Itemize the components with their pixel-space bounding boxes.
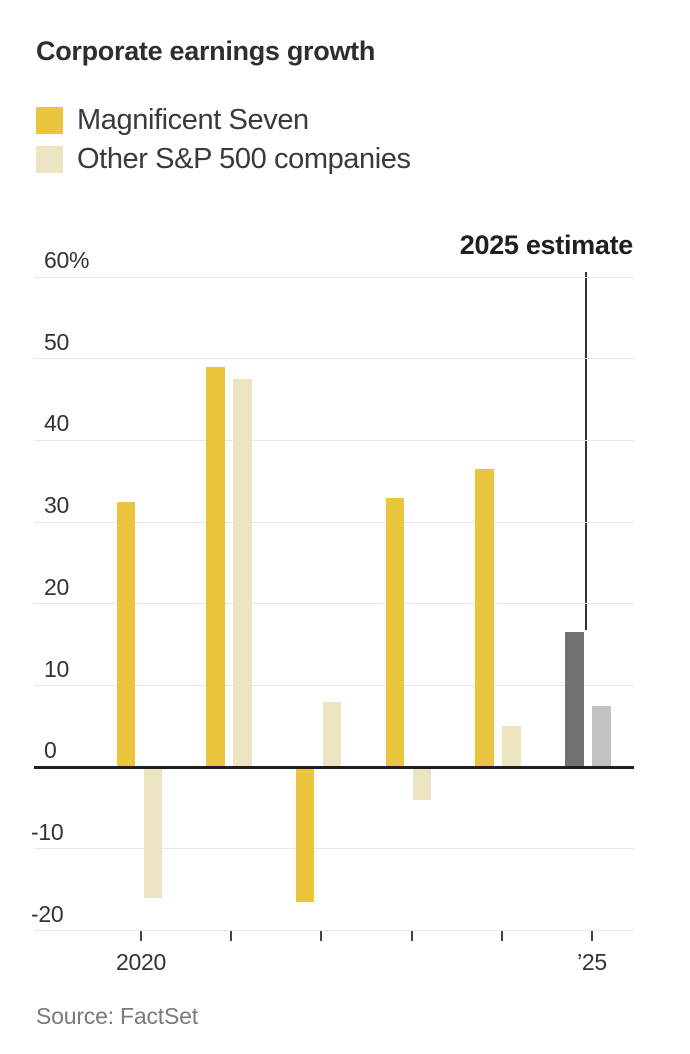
gridline-60 [34, 276, 634, 278]
gridline-50 [34, 358, 634, 360]
y-axis-tick-label: 0 [44, 737, 57, 764]
y-axis-tick-label: 20 [44, 573, 69, 600]
bar-magnificent-seven-2022 [295, 767, 315, 902]
source-note: Source: FactSet [36, 1003, 198, 1029]
chart-title: Corporate earnings growth [36, 36, 376, 66]
bar-magnificent-seven-2023 [385, 497, 405, 768]
legend-item-magnificent-seven: Magnificent Seven [36, 104, 411, 136]
gridline-10 [34, 685, 634, 686]
legend-swatch-magnificent-seven-icon [36, 107, 63, 134]
legend: Magnificent Seven Other S&P 500 companie… [36, 104, 411, 185]
x-axis-tick-2022 [320, 931, 323, 941]
estimate-annotation-line [585, 272, 587, 630]
gridline-20 [34, 603, 634, 605]
y-axis-tick-label: 60% [44, 247, 90, 273]
bar-magnificent-seven-2025 [565, 632, 584, 768]
y-axis-tick-label: 40 [44, 410, 69, 437]
gridline-40 [34, 439, 634, 441]
x-axis-tick-2025 [591, 931, 593, 941]
bar-other-s-p-500-companies-2020 [143, 767, 162, 898]
x-axis-tick-2021 [230, 931, 233, 941]
y-axis-tick-label: -10 [31, 818, 64, 845]
y-axis-tick-label: 30 [44, 492, 69, 519]
legend-item-other-sp500: Other S&P 500 companies [36, 143, 411, 175]
bar-magnificent-seven-2020 [116, 501, 135, 768]
zero-baseline [34, 765, 634, 769]
gridline--20 [34, 930, 634, 932]
x-axis-tick-label-2025: ’25 [577, 949, 607, 975]
y-axis-tick-label: 50 [44, 328, 69, 355]
legend-label: Other S&P 500 companies [77, 143, 411, 175]
bar-magnificent-seven-2021 [206, 366, 225, 768]
bar-other-s-p-500-companies-2025 [592, 705, 611, 768]
x-axis-tick-2020 [140, 931, 142, 941]
bar-magnificent-seven-2024 [475, 468, 494, 768]
legend-label: Magnificent Seven [77, 104, 309, 136]
gridline-30 [34, 521, 634, 523]
legend-swatch-other-sp500-icon [36, 146, 63, 173]
bar-other-s-p-500-companies-2023 [412, 767, 432, 800]
y-axis-tick-label: 10 [44, 655, 69, 682]
bar-other-s-p-500-companies-2022 [322, 701, 342, 768]
x-axis-tick-label-2020: 2020 [116, 949, 166, 975]
x-axis-tick-2023 [410, 931, 413, 941]
gridline--10 [34, 848, 634, 850]
y-axis-tick-label: -20 [31, 900, 64, 927]
x-axis-tick-2024 [500, 931, 503, 941]
estimate-annotation: 2025 estimate [459, 230, 634, 260]
bar-other-s-p-500-companies-2021 [233, 379, 252, 768]
bar-other-s-p-500-companies-2024 [502, 726, 521, 768]
